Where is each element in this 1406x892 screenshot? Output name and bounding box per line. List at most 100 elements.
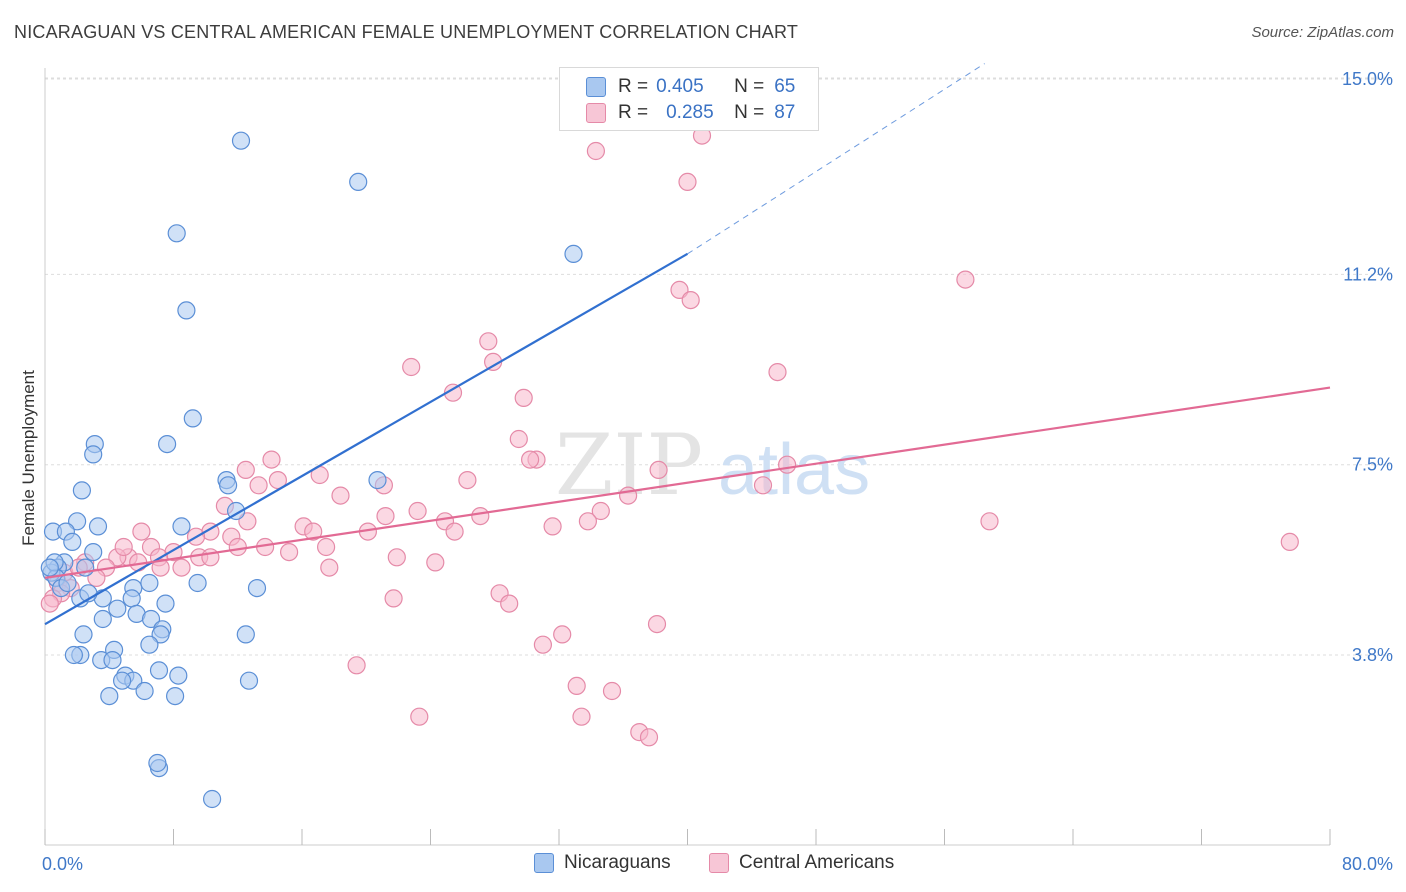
point-central-american: [172, 558, 191, 577]
legend-row-nicaraguans: R = 0.405 N = 65: [586, 75, 795, 99]
point-central-american: [578, 512, 598, 531]
point-central-american: [410, 707, 429, 726]
trend-line-central-americans: [44, 386, 1331, 579]
point-nicaraguan: [177, 301, 196, 320]
point-nicaraguan: [368, 471, 387, 490]
point-nicaraguan: [100, 686, 119, 706]
legend-n-label: N =: [734, 102, 765, 123]
point-central-american: [533, 635, 553, 654]
legend-swatch-pink: [709, 853, 729, 873]
point-central-american: [586, 141, 606, 161]
point-nicaraguan: [72, 481, 92, 500]
legend-item-central-americans[interactable]: Central Americans: [709, 852, 894, 874]
point-central-american: [280, 542, 299, 562]
legend-n-value: 65: [774, 76, 796, 97]
series-legend: Nicaraguans Central Americans: [0, 852, 1406, 878]
point-nicaraguan: [247, 578, 267, 598]
chart-title: NICARAGUAN VS CENTRAL AMERICAN FEMALE UN…: [14, 22, 799, 42]
point-central-american: [753, 476, 773, 495]
point-central-american: [591, 501, 610, 521]
point-central-american: [228, 537, 247, 557]
legend-label-central-americans: Central Americans: [739, 852, 895, 873]
point-central-american: [649, 460, 668, 479]
point-central-american: [514, 388, 533, 407]
point-central-american: [262, 450, 281, 469]
point-nicaraguan: [141, 609, 161, 629]
point-central-american: [236, 460, 255, 479]
point-nicaraguan: [140, 635, 159, 654]
point-central-american: [543, 517, 562, 536]
point-central-american: [458, 471, 477, 490]
point-central-american: [426, 553, 445, 572]
legend-r-value: 0.285: [666, 102, 714, 123]
point-central-american: [376, 506, 395, 526]
point-central-american: [445, 522, 464, 541]
legend-swatch-pink: [586, 103, 606, 123]
point-central-american: [40, 594, 59, 613]
legend-label-nicaraguans: Nicaraguans: [564, 852, 671, 873]
point-central-american: [347, 656, 366, 675]
point-central-american: [479, 332, 498, 351]
point-nicaraguan: [135, 681, 154, 701]
point-nicaraguan: [64, 645, 84, 665]
point-nicaraguan: [58, 573, 77, 593]
point-nicaraguan: [140, 573, 159, 593]
point-central-american: [681, 291, 700, 310]
point-nicaraguan: [67, 512, 87, 531]
point-central-american: [317, 537, 336, 557]
trend-lines: [44, 63, 1331, 626]
point-central-american: [500, 594, 519, 613]
point-central-american: [567, 676, 586, 696]
point-nicaraguan: [88, 517, 108, 536]
point-central-american: [509, 429, 528, 449]
point-nicaraguan: [239, 671, 259, 690]
point-nicaraguan: [148, 753, 167, 773]
legend-n-label: N =: [734, 76, 765, 97]
point-central-american: [304, 522, 323, 541]
point-nicaraguan: [84, 445, 103, 464]
point-central-american: [647, 614, 667, 634]
grid-lines: [45, 77, 1390, 656]
point-nicaraguan: [236, 625, 255, 644]
point-central-american: [777, 455, 797, 474]
point-central-american: [1280, 532, 1299, 552]
point-central-american: [384, 589, 403, 608]
point-central-american: [201, 548, 220, 567]
point-central-american: [408, 501, 427, 521]
point-central-american: [331, 486, 350, 505]
point-nicaraguan: [112, 671, 132, 690]
point-nicaraguan: [122, 589, 141, 608]
x-tick-label-min: 0.0%: [42, 854, 83, 874]
point-central-american: [151, 558, 170, 577]
y-tick-label: 3.8%: [1352, 645, 1393, 665]
point-central-american: [980, 512, 999, 531]
trend-line-nicaraguans-extension: [687, 63, 985, 255]
series-nicaraguans: [40, 131, 583, 809]
point-central-american: [320, 558, 339, 577]
point-central-american: [132, 522, 151, 541]
point-nicaraguan: [166, 686, 185, 706]
y-tick-label: 15.0%: [1342, 69, 1393, 89]
point-nicaraguan: [103, 650, 122, 670]
legend-swatch-blue: [534, 853, 554, 873]
chart-source: Source: ZipAtlas.com: [1251, 24, 1394, 41]
point-central-american: [114, 537, 133, 557]
point-nicaraguan: [183, 409, 202, 428]
legend-n-value: 87: [774, 102, 796, 123]
legend-r-label: R =: [618, 102, 649, 123]
point-nicaraguan: [156, 594, 175, 613]
point-nicaraguan: [564, 244, 583, 263]
point-nicaraguan: [188, 573, 207, 593]
legend-item-nicaraguans[interactable]: Nicaraguans: [534, 852, 671, 874]
point-central-american: [768, 363, 787, 382]
point-nicaraguan: [169, 666, 188, 685]
point-nicaraguan: [108, 599, 127, 618]
point-nicaraguan: [63, 532, 82, 552]
legend-row-central-americans: R = 0.285 N = 87: [586, 101, 795, 125]
point-nicaraguan: [158, 435, 177, 454]
point-central-american: [572, 707, 591, 726]
y-tick-label: 11.2%: [1343, 264, 1393, 284]
legend-r-value: 0.405: [656, 76, 704, 97]
point-central-american: [678, 172, 697, 191]
